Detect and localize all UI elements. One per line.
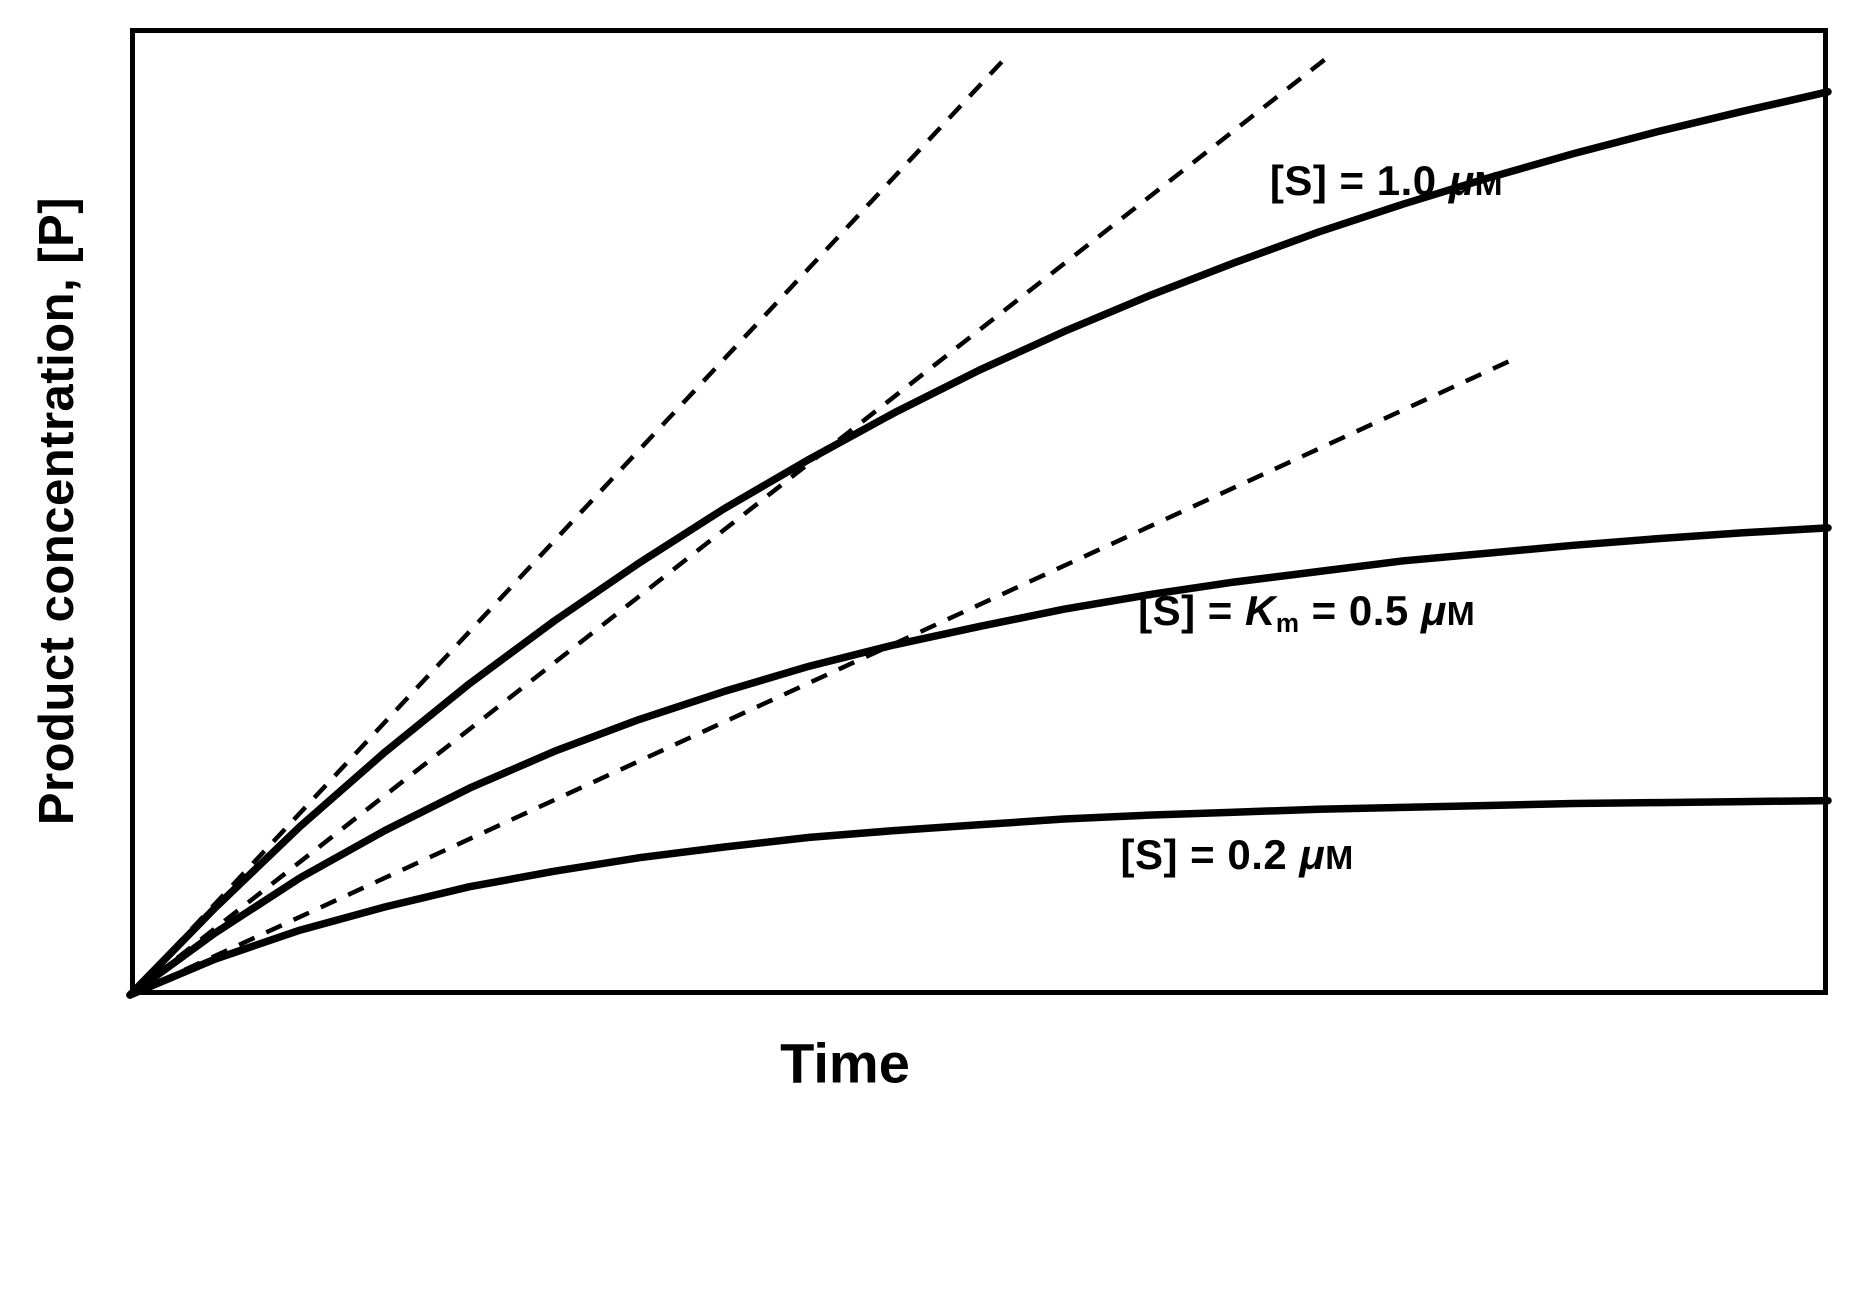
progress-curve-s-km-0-5um bbox=[126, 524, 1832, 999]
y-axis-label: Product concentration, [P] bbox=[30, 196, 84, 826]
tangent-initial-velocity-s-1-0um bbox=[128, 57, 1007, 997]
tangent-initial-velocity-s-km-0-5um bbox=[128, 53, 1332, 997]
progress-curve-s-1-0um bbox=[126, 88, 1832, 999]
plot-frame bbox=[130, 28, 1828, 995]
plot-area: [S] = 1.0 μM [S] = Km = 0.5 μM [S] = 0.2 μ… bbox=[126, 28, 1832, 999]
progress-curve-s-0-2um bbox=[126, 796, 1832, 999]
plot-canvas bbox=[126, 28, 1832, 999]
tangent-initial-velocity-s-0-2um bbox=[129, 358, 1512, 998]
x-axis-label: Time bbox=[780, 1031, 910, 1095]
